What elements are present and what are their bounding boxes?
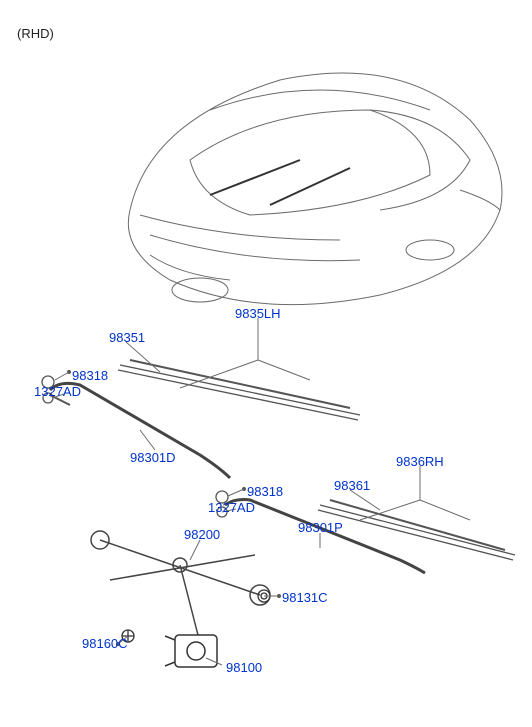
parts-diagram: { "diagram": { "header_label": "(RHD)", …: [0, 0, 532, 727]
part-ref-98301D[interactable]: 98301D: [130, 450, 176, 465]
part-ref-98361[interactable]: 98361: [334, 478, 370, 493]
part-ref-98318-upper[interactable]: 98318: [72, 368, 108, 383]
diagram-lines: [0, 0, 532, 727]
part-ref-9836RH[interactable]: 9836RH: [396, 454, 444, 469]
part-ref-1327AD-lower[interactable]: 1327AD: [208, 500, 255, 515]
part-ref-98100[interactable]: 98100: [226, 660, 262, 675]
part-ref-1327AD-upper[interactable]: 1327AD: [34, 384, 81, 399]
part-ref-98160C[interactable]: 98160C: [82, 636, 128, 651]
part-ref-98131C[interactable]: 98131C: [282, 590, 328, 605]
header-rhd: (RHD): [17, 26, 54, 41]
part-ref-98318-lower[interactable]: 98318: [247, 484, 283, 499]
part-ref-98351[interactable]: 98351: [109, 330, 145, 345]
part-ref-9835LH[interactable]: 9835LH: [235, 306, 281, 321]
part-ref-98301P[interactable]: 98301P: [298, 520, 343, 535]
part-ref-98200[interactable]: 98200: [184, 527, 220, 542]
